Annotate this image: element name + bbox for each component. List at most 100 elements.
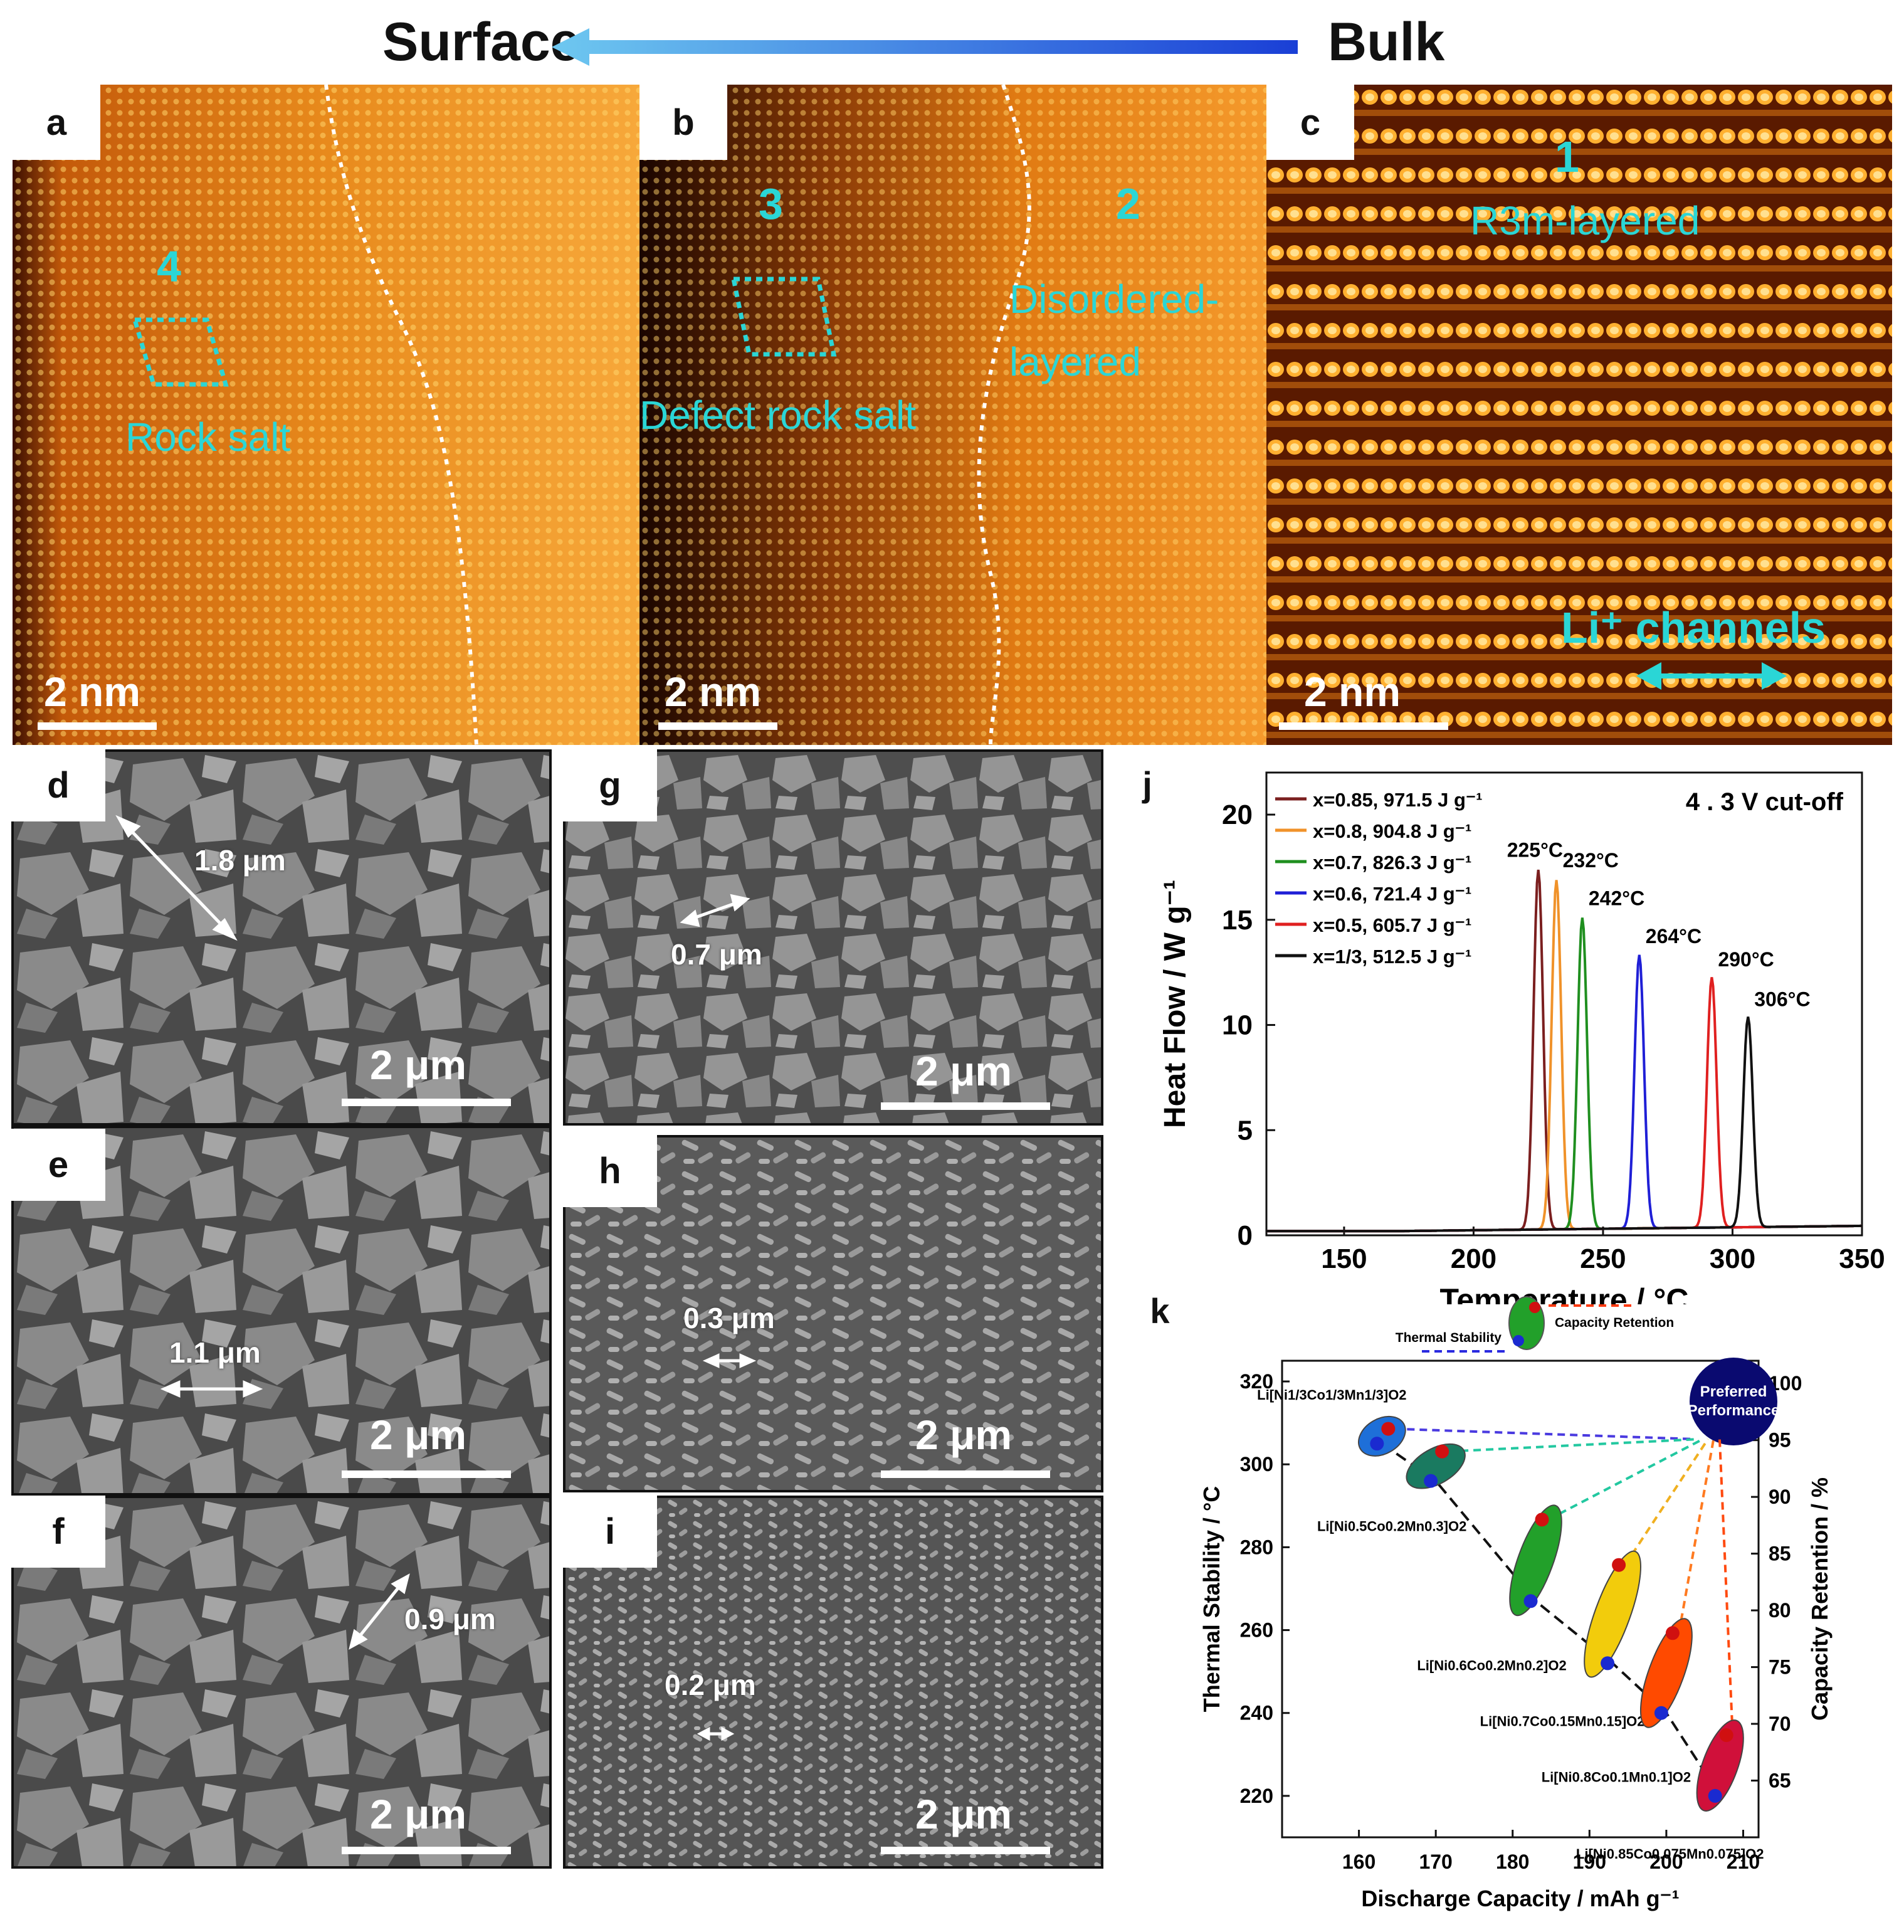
retention-point-3	[1612, 1558, 1626, 1572]
plot-frame	[1265, 771, 1863, 1237]
x-axis-label: Temperature / °C	[1440, 1282, 1689, 1304]
plot-frame-k	[1281, 1359, 1760, 1839]
k-y2-axis-label: Capacity Retention / %	[1807, 1477, 1833, 1721]
legend-red-dot	[1529, 1302, 1540, 1313]
y-axis-label: Heat Flow / W g⁻¹	[1159, 880, 1192, 1128]
bulk-label: Bulk	[1328, 12, 1445, 72]
retention-point-5	[1719, 1728, 1733, 1743]
tem-panel-b	[639, 85, 1266, 745]
legend-label-4: x=0.5, 605.7 J g⁻¹	[1313, 914, 1471, 936]
size-label-d: 1.8 μm	[194, 844, 286, 877]
arrow-to-target-4	[1677, 1438, 1715, 1634]
thermal-point-2	[1523, 1594, 1538, 1608]
panel-label-k: k	[1150, 1291, 1170, 1331]
sem-size-arrows	[0, 0, 1128, 1932]
legend-label-5: x=1/3, 512.5 J g⁻¹	[1313, 946, 1471, 968]
k-x-tick-label-5: 210	[1727, 1850, 1760, 1873]
sem-scale-text-h: 2 μm	[915, 1412, 1012, 1458]
y-tick-label-1: 5	[1238, 1115, 1253, 1146]
k-y-tick-label-4: 300	[1240, 1453, 1273, 1475]
region-number-2: 2	[1116, 179, 1140, 228]
k-y2-tick-label-0: 65	[1769, 1770, 1791, 1792]
thermal-point-5	[1708, 1788, 1722, 1803]
k-x-tick-label-1: 170	[1419, 1850, 1452, 1873]
preferred-label-2: Performance	[1688, 1402, 1780, 1419]
y-tick-label-0: 0	[1238, 1220, 1253, 1251]
scale-text-a: 2 nm	[44, 668, 141, 715]
ellipse-2	[1509, 1504, 1562, 1617]
scale-bar-c	[1279, 722, 1448, 730]
panel-label-e: e	[11, 1129, 105, 1201]
x-tick-label-2: 250	[1580, 1243, 1626, 1274]
sem-scale-bar-g	[881, 1102, 1050, 1110]
size-label-e: 1.1 μm	[169, 1336, 261, 1369]
peak-label-1: 232°C	[1563, 849, 1619, 872]
legend-thermal-label: Thermal Stability	[1396, 1331, 1502, 1345]
li-channels-arrow	[1636, 662, 1787, 690]
preferred-performance-circle	[1690, 1358, 1777, 1445]
y-tick-label-2: 10	[1222, 1010, 1253, 1041]
k-y-tick-label-1: 240	[1240, 1702, 1273, 1724]
sem-scale-text-d: 2 μm	[370, 1042, 467, 1088]
arrow-to-target-5	[1718, 1438, 1734, 1736]
surface-label: Surface	[382, 12, 581, 72]
legend-label-3: x=0.6, 721.4 J g⁻¹	[1313, 883, 1471, 905]
y-tick-label-3: 15	[1222, 905, 1253, 936]
k-y2-tick-label-5: 90	[1769, 1486, 1791, 1508]
legend-label-1: x=0.8, 904.8 J g⁻¹	[1313, 820, 1471, 842]
k-y2-tick-label-6: 95	[1769, 1429, 1791, 1452]
arrow-to-target-3	[1624, 1438, 1709, 1566]
k-x-tick-label-2: 180	[1496, 1850, 1529, 1873]
legend-label-0: x=0.85, 971.5 J g⁻¹	[1313, 789, 1483, 811]
region-number-1: 1	[1555, 132, 1579, 181]
k-y2-tick-label-2: 75	[1769, 1656, 1791, 1679]
k-x-tick-label-0: 160	[1342, 1850, 1375, 1873]
tem-panel-a	[13, 85, 639, 745]
panel-label-i: i	[563, 1496, 657, 1568]
retention-point-2	[1535, 1512, 1549, 1527]
panel-label-c: c	[1266, 85, 1354, 160]
arrow-to-target-2	[1547, 1438, 1704, 1521]
k-y-tick-label-0: 220	[1240, 1785, 1273, 1807]
y-tick-label-4: 20	[1222, 800, 1253, 830]
material-label-3: Li[Ni0.7Co0.15Mn0.15]O2	[1480, 1713, 1645, 1729]
region-label-defect-rock-salt: Defect rock salt	[639, 393, 917, 438]
sem-scale-bar-d	[342, 1099, 511, 1106]
scale-text-b: 2 nm	[665, 668, 762, 715]
scale-bar-a	[38, 722, 157, 730]
panel-label-d: d	[11, 749, 105, 821]
legend-capacity-label: Capacity Retention	[1555, 1316, 1674, 1330]
li-channels-label: Li⁺ channels	[1561, 603, 1826, 652]
panel-label-a: a	[13, 85, 100, 160]
material-label-2: Li[Ni0.6Co0.2Mn0.2]O2	[1417, 1657, 1566, 1673]
x-tick-label-3: 300	[1710, 1243, 1755, 1274]
peak-label-0: 225°C	[1507, 838, 1563, 861]
region-label-layered: layered	[1009, 339, 1141, 384]
material-label-0: Li[Ni1/3Co1/3Mn1/3]O2	[1257, 1387, 1406, 1403]
sem-scale-bar-i	[881, 1847, 1050, 1854]
k-x-tick-label-3: 190	[1573, 1850, 1606, 1873]
material-label-5: Li[Ni0.85Co0.075Mn0.075]O2	[1576, 1846, 1764, 1862]
panel-label-j: j	[1142, 764, 1152, 804]
panel-label-b: b	[639, 85, 727, 160]
legend-blue-dot	[1513, 1335, 1524, 1346]
ellipse-4	[1639, 1618, 1693, 1728]
region-number-3: 3	[759, 179, 783, 228]
retention-point-4	[1665, 1626, 1680, 1640]
ellipse-1	[1406, 1443, 1466, 1489]
scale-bar-b	[658, 722, 777, 730]
size-label-f: 0.9 μm	[404, 1603, 496, 1635]
retention-point-0	[1381, 1422, 1396, 1436]
sem-scale-text-i: 2 μm	[915, 1791, 1012, 1837]
k-y2-tick-label-1: 70	[1769, 1713, 1791, 1735]
k-y-tick-label-5: 320	[1240, 1370, 1273, 1393]
peak-label-3: 264°C	[1646, 925, 1702, 948]
peak-label-2: 242°C	[1589, 887, 1644, 910]
arrow-to-target-1	[1448, 1438, 1699, 1453]
sem-scale-text-g: 2 μm	[915, 1048, 1012, 1094]
arrow-to-target-0	[1394, 1427, 1695, 1440]
sem-scale-bar-f	[342, 1847, 511, 1854]
size-label-g: 0.7 μm	[671, 938, 762, 971]
sem-scale-text-e: 2 μm	[370, 1412, 467, 1458]
k-y-tick-label-2: 260	[1240, 1619, 1273, 1642]
